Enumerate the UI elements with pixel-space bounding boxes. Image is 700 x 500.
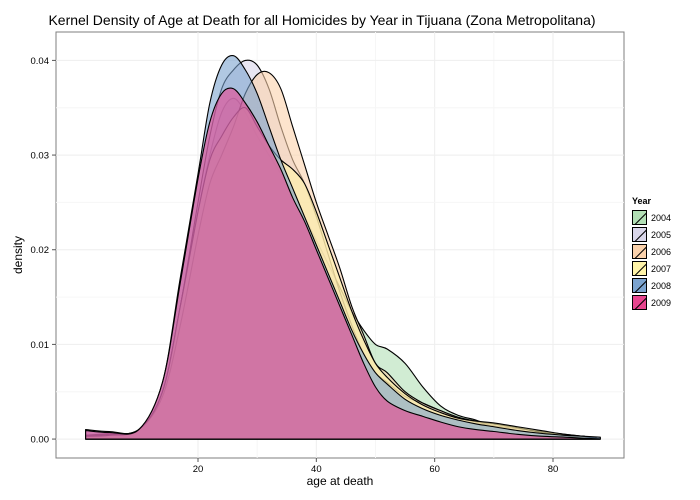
legend-item-2005: 2005 bbox=[632, 226, 671, 243]
legend-key-2009 bbox=[632, 295, 647, 310]
legend-label: 2008 bbox=[651, 280, 672, 291]
x-tick-label: 80 bbox=[548, 464, 559, 475]
legend-title: Year bbox=[632, 196, 652, 206]
x-axis-ticks: 20 40 60 80 bbox=[193, 458, 559, 475]
x-tick-label: 60 bbox=[429, 464, 440, 475]
legend-label: 2009 bbox=[651, 297, 672, 308]
y-tick-label: 0.00 bbox=[31, 435, 50, 446]
y-tick-label: 0.01 bbox=[31, 340, 50, 351]
legend-items: 2004 2005 2006 2007 2008 2009 bbox=[632, 209, 671, 311]
legend-item-2009: 2009 bbox=[632, 294, 671, 311]
x-tick-label: 40 bbox=[311, 464, 322, 475]
x-tick-label: 20 bbox=[193, 464, 204, 475]
legend-key-2007 bbox=[632, 261, 647, 276]
legend-key-2008 bbox=[632, 278, 647, 293]
y-tick-label: 0.04 bbox=[31, 56, 50, 67]
chart-title: Kernel Density of Age at Death for all H… bbox=[48, 12, 596, 28]
y-axis-ticks: 0.00 0.01 0.02 0.03 0.04 bbox=[31, 56, 56, 446]
legend: Year 2004 2005 2006 2007 2008 2009 bbox=[632, 196, 671, 311]
density-area-2009 bbox=[85, 87, 601, 440]
legend-label: 2007 bbox=[651, 263, 672, 274]
density-areas bbox=[85, 54, 601, 440]
legend-label: 2005 bbox=[651, 229, 672, 240]
legend-item-2008: 2008 bbox=[632, 277, 671, 294]
legend-item-2004: 2004 bbox=[632, 209, 671, 226]
legend-item-2006: 2006 bbox=[632, 243, 671, 260]
y-tick-label: 0.03 bbox=[31, 151, 50, 162]
x-axis-label: age at death bbox=[306, 474, 374, 488]
legend-key-2005 bbox=[632, 227, 647, 242]
y-tick-label: 0.02 bbox=[31, 245, 50, 256]
legend-key-2004 bbox=[632, 210, 647, 225]
y-axis-label: density bbox=[11, 235, 25, 275]
legend-item-2007: 2007 bbox=[632, 260, 671, 277]
legend-label: 2004 bbox=[651, 212, 672, 223]
legend-label: 2006 bbox=[651, 246, 672, 257]
legend-key-2006 bbox=[632, 244, 647, 259]
